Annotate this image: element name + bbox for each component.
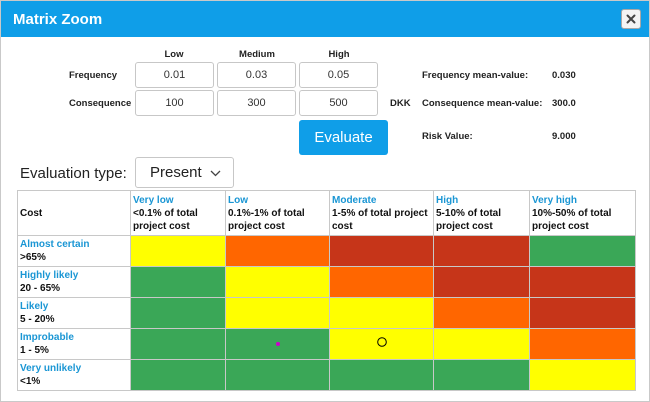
cost-column-header: Very high 10%-50% of total project cost <box>529 190 636 236</box>
likelihood-name: Almost certain <box>20 239 90 250</box>
column-header-low: Low <box>164 49 184 60</box>
frequency-low-input[interactable] <box>135 62 214 88</box>
evaluate-button[interactable]: Evaluate <box>299 120 388 155</box>
close-icon <box>626 14 636 24</box>
matrix-cell-orange[interactable] <box>433 297 530 329</box>
chevron-down-icon <box>210 170 221 177</box>
likelihood-row-header: Almost certain >65% <box>17 235 131 267</box>
currency-unit: DKK <box>390 98 411 109</box>
position-circle-marker <box>376 337 387 352</box>
likelihood-row-header: Very unlikely <1% <box>17 359 131 391</box>
cost-column-header: Moderate 1-5% of total project cost <box>329 190 434 236</box>
matrix-cell-green[interactable] <box>225 328 330 360</box>
likelihood-row-header: Highly likely 20 - 65% <box>17 266 131 298</box>
likelihood-row-header: Improbable 1 - 5% <box>17 328 131 360</box>
frequency-high-input[interactable] <box>299 62 378 88</box>
likelihood-row-header: Likely 5 - 20% <box>17 297 131 329</box>
evaluation-type-select[interactable]: Present <box>135 157 234 188</box>
matrix-cell-yellow[interactable] <box>529 359 636 391</box>
matrix-cell-green[interactable] <box>130 297 226 329</box>
matrix-cell-green[interactable] <box>329 359 434 391</box>
matrix-row: Highly likely 20 - 65% <box>17 266 636 298</box>
matrix-cell-yellow[interactable] <box>130 235 226 267</box>
likelihood-range: 1 - 5% <box>20 345 49 356</box>
likelihood-name: Very unlikely <box>20 363 82 374</box>
matrix-cell-yellow[interactable] <box>329 328 434 360</box>
cost-column-header: High 5-10% of total project cost <box>433 190 530 236</box>
matrix-row: Very unlikely <1% <box>17 359 636 391</box>
matrix-cell-green[interactable] <box>529 235 636 267</box>
consequence-medium-input[interactable] <box>217 90 296 116</box>
frequency-medium-input[interactable] <box>217 62 296 88</box>
matrix-cell-red[interactable] <box>433 266 530 298</box>
likelihood-range: <1% <box>20 376 41 387</box>
likelihood-name: Improbable <box>20 332 74 343</box>
cost-column-header: Very low <0.1% of total project cost <box>130 190 226 236</box>
matrix-cell-orange[interactable] <box>225 235 330 267</box>
frequency-mean-value: 0.030 <box>552 70 576 81</box>
matrix-row: Improbable 1 - 5% <box>17 328 636 360</box>
matrix-cell-green[interactable] <box>130 266 226 298</box>
matrix-cell-red[interactable] <box>529 266 636 298</box>
cost-column-name: Very high <box>532 194 578 206</box>
matrix-cell-yellow[interactable] <box>225 266 330 298</box>
matrix-cell-green[interactable] <box>433 359 530 391</box>
matrix-cell-red[interactable] <box>329 235 434 267</box>
likelihood-range: 20 - 65% <box>20 283 61 294</box>
matrix-cell-green[interactable] <box>130 359 226 391</box>
evaluation-type-value: Present <box>150 164 202 181</box>
column-header-medium: Medium <box>239 49 275 60</box>
frequency-label: Frequency <box>69 70 118 81</box>
cost-column-name: High <box>436 194 459 206</box>
matrix-cell-orange[interactable] <box>529 328 636 360</box>
dialog-title: Matrix Zoom <box>13 11 103 28</box>
title-bar: Matrix Zoom <box>1 1 649 37</box>
cost-column-name: Very low <box>133 194 174 206</box>
frequency-mean-label: Frequency mean-value: <box>422 70 529 81</box>
consequence-mean-label: Consequence mean-value: <box>422 98 543 109</box>
matrix-cell-yellow[interactable] <box>225 297 330 329</box>
risk-value: 9.000 <box>552 131 576 142</box>
likelihood-name: Highly likely <box>20 270 79 281</box>
consequence-high-input[interactable] <box>299 90 378 116</box>
column-header-high: High <box>328 49 350 60</box>
consequence-low-input[interactable] <box>135 90 214 116</box>
cost-column-name: Low <box>228 194 248 206</box>
position-dot-marker <box>275 338 280 351</box>
consequence-label: Consequence <box>69 98 132 109</box>
close-button[interactable] <box>621 9 641 29</box>
matrix-cell-green[interactable] <box>130 328 226 360</box>
cost-column-desc: 10%-50% of total project cost <box>532 207 612 232</box>
matrix-cell-red[interactable] <box>433 235 530 267</box>
evaluation-type-label: Evaluation type: <box>20 165 127 182</box>
matrix-cell-orange[interactable] <box>329 266 434 298</box>
matrix-row: Almost certain >65% <box>17 235 636 267</box>
matrix-cell-yellow[interactable] <box>433 328 530 360</box>
matrix-cell-red[interactable] <box>529 297 636 329</box>
cost-column-desc: 5-10% of total project cost <box>436 207 502 232</box>
likelihood-range: >65% <box>20 252 46 263</box>
consequence-mean-value: 300.0 <box>552 98 576 109</box>
likelihood-range: 5 - 20% <box>20 314 55 325</box>
cost-column-desc: <0.1% of total project cost <box>133 207 198 232</box>
matrix-corner-cost: Cost <box>17 190 131 236</box>
cost-column-desc: 1-5% of total project cost <box>332 207 428 232</box>
matrix-cell-green[interactable] <box>225 359 330 391</box>
matrix-row: Likely 5 - 20% <box>17 297 636 329</box>
cost-column-desc: 0.1%-1% of total project cost <box>228 207 305 232</box>
cost-column-header: Low 0.1%-1% of total project cost <box>225 190 330 236</box>
cost-column-name: Moderate <box>332 194 377 206</box>
likelihood-name: Likely <box>20 301 49 312</box>
matrix-cell-yellow[interactable] <box>329 297 434 329</box>
risk-value-label: Risk Value: <box>422 131 473 142</box>
risk-matrix: Cost Very low <0.1% of total project cost L… <box>17 190 636 391</box>
